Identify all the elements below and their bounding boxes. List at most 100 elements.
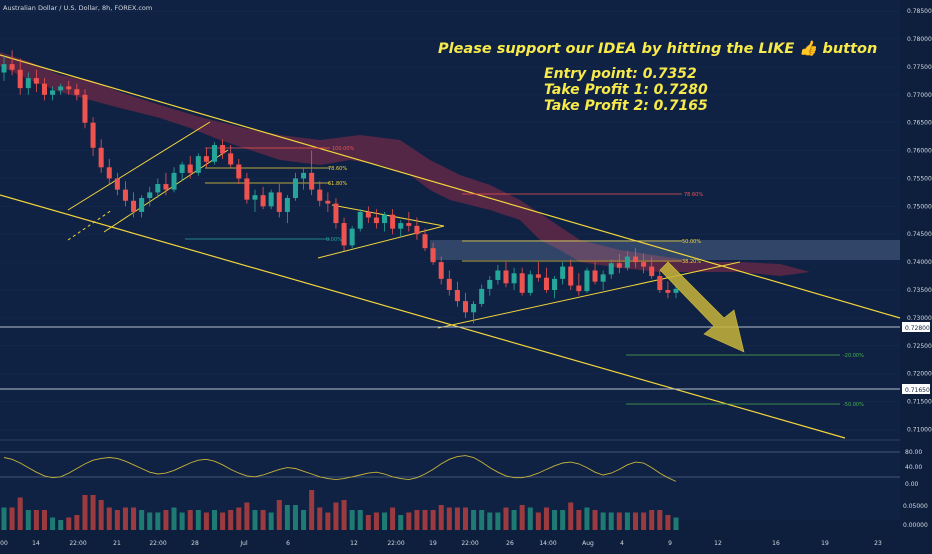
volume-bar <box>155 512 161 530</box>
candle-body <box>66 86 72 90</box>
candle-body <box>641 262 647 267</box>
volume-bar <box>1 507 7 530</box>
volume-bar <box>382 512 388 530</box>
volume-bar <box>633 512 639 530</box>
candle-body <box>25 78 31 89</box>
volume-bar <box>195 510 201 530</box>
fib-label-right-382: 38.20% <box>682 259 701 265</box>
volume-bar <box>349 510 355 530</box>
vol-tick-00: 0.00000 <box>903 522 928 529</box>
candle-body <box>665 290 671 293</box>
volume-bar <box>268 512 274 530</box>
candle-body <box>284 197 290 212</box>
volume-bar <box>422 510 428 530</box>
volume-bar <box>406 512 412 530</box>
volume-bar <box>114 510 120 530</box>
volume-bar <box>357 510 363 530</box>
time-tick-label: 12 <box>714 540 722 547</box>
candle-body <box>576 285 582 292</box>
volume-bar <box>66 517 72 530</box>
candle-body <box>9 64 15 70</box>
volume-bar <box>90 495 96 530</box>
support-message: Please support our IDEA by hitting the L… <box>438 39 877 57</box>
candle-body <box>220 145 226 154</box>
volume-bar <box>33 510 39 530</box>
volume-bar <box>641 512 647 530</box>
candle-body <box>203 156 209 162</box>
time-tick-label: 22:00 <box>149 540 166 547</box>
candle-body <box>195 156 201 173</box>
price-tick-label: 0.72500 <box>907 343 932 350</box>
tp1-badge: 0.72800 <box>902 322 930 332</box>
time-axis: 00 14 22:00 21 22:00 28 Jul 6 12 22:00 19 22:00 26 14… <box>0 540 882 547</box>
volume-bar <box>414 510 420 530</box>
time-tick-label: 28 <box>191 540 199 547</box>
candle-body <box>98 147 104 168</box>
candle-body <box>131 200 137 212</box>
fib-label-618: 61.80% <box>328 181 347 187</box>
candle-body <box>147 192 153 198</box>
candle-body <box>446 278 452 290</box>
volume-bar <box>228 510 234 530</box>
volume-bar <box>147 512 153 530</box>
take-profit-1-text: Take Profit 1: 0.7280 <box>544 82 708 98</box>
candle-body <box>325 200 331 204</box>
price-tick-label: 0.78500 <box>907 8 932 15</box>
volume-bar <box>309 490 315 530</box>
tp2-badge-text: 0.71650 <box>905 387 930 394</box>
candle-body <box>50 90 56 95</box>
candle-body <box>122 189 128 201</box>
time-tick-label: 4 <box>620 540 624 547</box>
fib-label-right-786: 78.60% <box>684 192 703 198</box>
candle-body <box>633 256 639 263</box>
tp2-badge: 0.71650 <box>902 384 930 394</box>
candle-body <box>382 214 388 224</box>
volume-bar <box>665 515 671 530</box>
volume-bar <box>446 507 452 530</box>
volume-bar <box>284 505 290 530</box>
time-tick-label: 19 <box>429 540 437 547</box>
volume-bar <box>560 510 566 530</box>
volume-bar <box>649 510 655 530</box>
fib-label-right-50: 50.00% <box>682 239 701 245</box>
volume-bar <box>220 512 226 530</box>
flag-extension-line <box>67 209 113 241</box>
price-tick-label: 0.78000 <box>907 36 932 43</box>
candle-body <box>260 195 266 207</box>
volume-bar <box>341 500 347 530</box>
upper-channel-line <box>0 54 901 319</box>
volume-bar <box>543 507 549 530</box>
volume-bar <box>292 505 298 530</box>
volume-bar <box>211 510 218 530</box>
volume-bar <box>82 495 88 530</box>
candle-body <box>317 189 323 201</box>
volume-bar <box>608 512 614 530</box>
candle-body <box>503 270 509 284</box>
volume-bar <box>25 510 31 530</box>
price-axis: 0.78500 0.78000 0.77500 0.77000 0.76500 0.760… <box>907 8 932 433</box>
time-tick-label: Aug <box>582 540 594 547</box>
candle-body <box>519 273 525 293</box>
candle-body <box>155 184 161 193</box>
volume-bar <box>535 512 541 530</box>
candle-body <box>228 153 234 165</box>
candle-body <box>584 270 590 292</box>
candle-body <box>390 214 396 229</box>
candle-body <box>236 164 242 179</box>
candle-body <box>657 276 663 290</box>
candle-body <box>301 172 307 179</box>
price-tick-label: 0.77000 <box>907 92 932 99</box>
volume-bar <box>552 510 558 530</box>
candle-body <box>527 274 533 293</box>
price-tick-label: 0.76500 <box>907 120 932 127</box>
candle-body <box>17 69 23 89</box>
time-tick-label: 14:00 <box>539 540 556 547</box>
volume-bar <box>365 515 371 530</box>
candle-body <box>211 145 218 162</box>
osc-tick-80: 80.00 <box>905 449 922 456</box>
price-tick-label: 0.75500 <box>907 175 932 182</box>
candle-body <box>430 248 436 263</box>
time-tick-label: Jul <box>239 540 248 547</box>
candle-body <box>600 274 606 282</box>
